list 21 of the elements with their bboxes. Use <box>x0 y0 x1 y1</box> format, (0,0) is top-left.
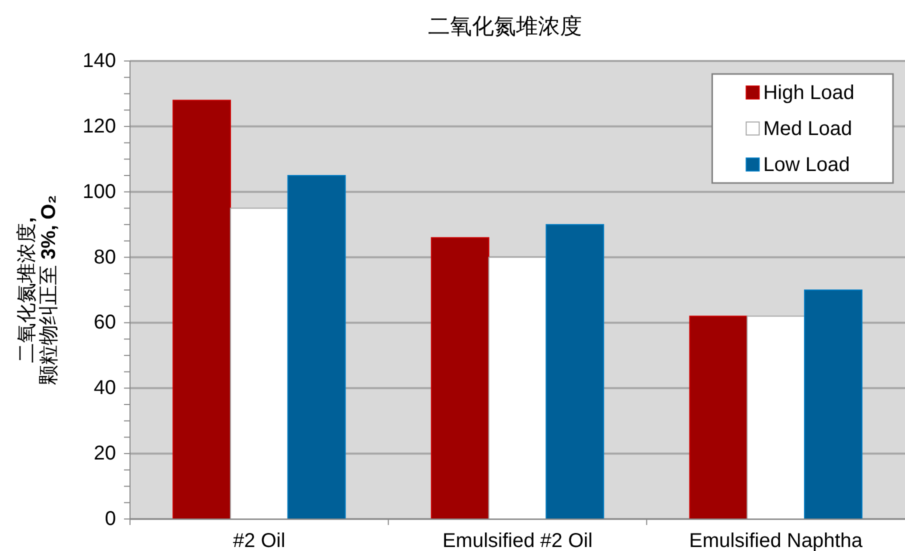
bar <box>546 224 604 520</box>
y-tick-label: 40 <box>94 377 116 400</box>
y-tick-label: 140 <box>82 50 116 72</box>
y-tick-label: 120 <box>82 115 116 138</box>
bar <box>804 290 862 520</box>
y-tick-label: 60 <box>94 312 116 334</box>
y-tick-label: 100 <box>82 180 116 203</box>
y-tick-label: 80 <box>94 246 116 268</box>
x-tick-label: Emulsified #2 Oil <box>442 530 593 551</box>
y-tick-label: 20 <box>94 442 116 465</box>
bar <box>287 175 346 520</box>
x-tick-label: Emulsified Naphtha <box>689 530 864 551</box>
y-tick-label: 0 <box>104 508 116 530</box>
legend-label: Low Load <box>763 154 850 176</box>
chart-title: 二氧化氮堆浓度 <box>428 14 582 38</box>
bar <box>430 237 490 520</box>
bar <box>172 100 231 520</box>
legend-label: Med Load <box>763 118 852 140</box>
bar <box>689 316 748 520</box>
legend-label: High Load <box>763 82 854 104</box>
x-tick-label: #2 Oil <box>233 530 286 551</box>
